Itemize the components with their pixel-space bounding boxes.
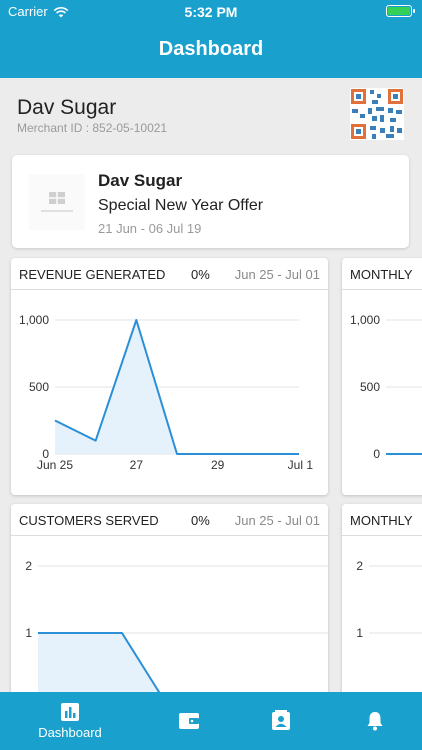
revenue-panel-header: REVENUE GENERATED 0% Jun 25 - Jul 01 [11, 258, 328, 290]
customers-title: CUSTOMERS SERVED [19, 513, 159, 528]
y-tick-label: 1 [25, 626, 32, 640]
nav-contacts[interactable] [264, 692, 298, 750]
customers-percent: 0% [191, 513, 210, 528]
customers-panel-header: CUSTOMERS SERVED 0% Jun 25 - Jul 01 [11, 504, 328, 536]
offer-description: Special New Year Offer [98, 197, 264, 214]
series-line [54, 319, 299, 455]
revenue-panel[interactable]: REVENUE GENERATED 0% Jun 25 - Jul 01 0 50… [11, 258, 328, 495]
wallet-icon [179, 713, 199, 729]
x-tick-label: 27 [130, 458, 144, 472]
y-tick-label: 0 [373, 447, 380, 461]
merchant-name: Dav Sugar [17, 96, 117, 119]
monthly-title-bottom: MONTHLY [350, 513, 413, 528]
nav-dashboard[interactable]: Dashboard [30, 692, 110, 750]
y-tick-label: 500 [360, 380, 380, 394]
nav-wallet[interactable] [172, 692, 206, 750]
series-line [38, 632, 168, 704]
monthly-title-top: MONTHLY [350, 267, 413, 282]
status-bar: Carrier 5:32 PM [0, 0, 422, 22]
monthly-chart-top: 0 500 1,000 [350, 313, 422, 461]
status-left: Carrier [8, 4, 69, 19]
nav-dashboard-label: Dashboard [38, 725, 102, 740]
contact-card-icon [272, 710, 290, 730]
x-tick-label: Jul 1 [288, 458, 314, 472]
page-title: Dashboard [158, 38, 264, 60]
merchant-id: Merchant ID : 852-05-10021 [17, 121, 168, 135]
nav-notifications[interactable] [358, 692, 392, 750]
monthly-panel-top[interactable]: MONTHLY 0 500 1,000 [342, 258, 422, 495]
revenue-range: Jun 25 - Jul 01 [234, 267, 320, 282]
y-tick-label: 0 [42, 447, 49, 461]
image-placeholder-icon [29, 174, 85, 230]
series-area [38, 633, 164, 700]
wifi-icon [53, 6, 69, 17]
y-tick-label: 500 [29, 380, 49, 394]
customers-range: Jun 25 - Jul 01 [234, 513, 320, 528]
y-tick-label: 2 [356, 559, 363, 573]
status-time: 5:32 PM [184, 4, 238, 20]
offer-dates: 21 Jun - 06 Jul 19 [98, 221, 202, 236]
y-tick-label: 1,000 [19, 313, 49, 327]
monthly-panel-bottom-header: MONTHLY [342, 504, 422, 536]
customers-chart: 12 [25, 559, 328, 704]
monthly-panel-top-header: MONTHLY [342, 258, 422, 290]
chart-icon [61, 703, 79, 721]
qr-code-icon[interactable] [350, 88, 404, 140]
app-header: Carrier 5:32 PM Dashboard [0, 0, 422, 78]
y-tick-label: 1,000 [350, 313, 380, 327]
offer-image [22, 167, 92, 237]
y-tick-label: 1 [356, 626, 363, 640]
carrier-label: Carrier [8, 4, 48, 19]
revenue-title: REVENUE GENERATED [19, 267, 166, 282]
revenue-percent: 0% [191, 267, 210, 282]
y-tick-label: 2 [25, 559, 32, 573]
x-tick-label: 29 [211, 458, 225, 472]
monthly-chart-bottom: 12 [356, 559, 422, 640]
x-tick-label: Jun 25 [37, 458, 73, 472]
offer-title: Dav Sugar [98, 171, 183, 190]
bell-icon [367, 712, 383, 731]
offer-card[interactable]: Dav Sugar Special New Year Offer 21 Jun … [12, 155, 409, 248]
bottom-nav: Dashboard [0, 692, 422, 750]
series-area [55, 320, 299, 454]
battery-icon [386, 5, 415, 17]
revenue-chart: 0 500 1,000 Jun 25 27 29 Jul 1 [19, 313, 314, 472]
